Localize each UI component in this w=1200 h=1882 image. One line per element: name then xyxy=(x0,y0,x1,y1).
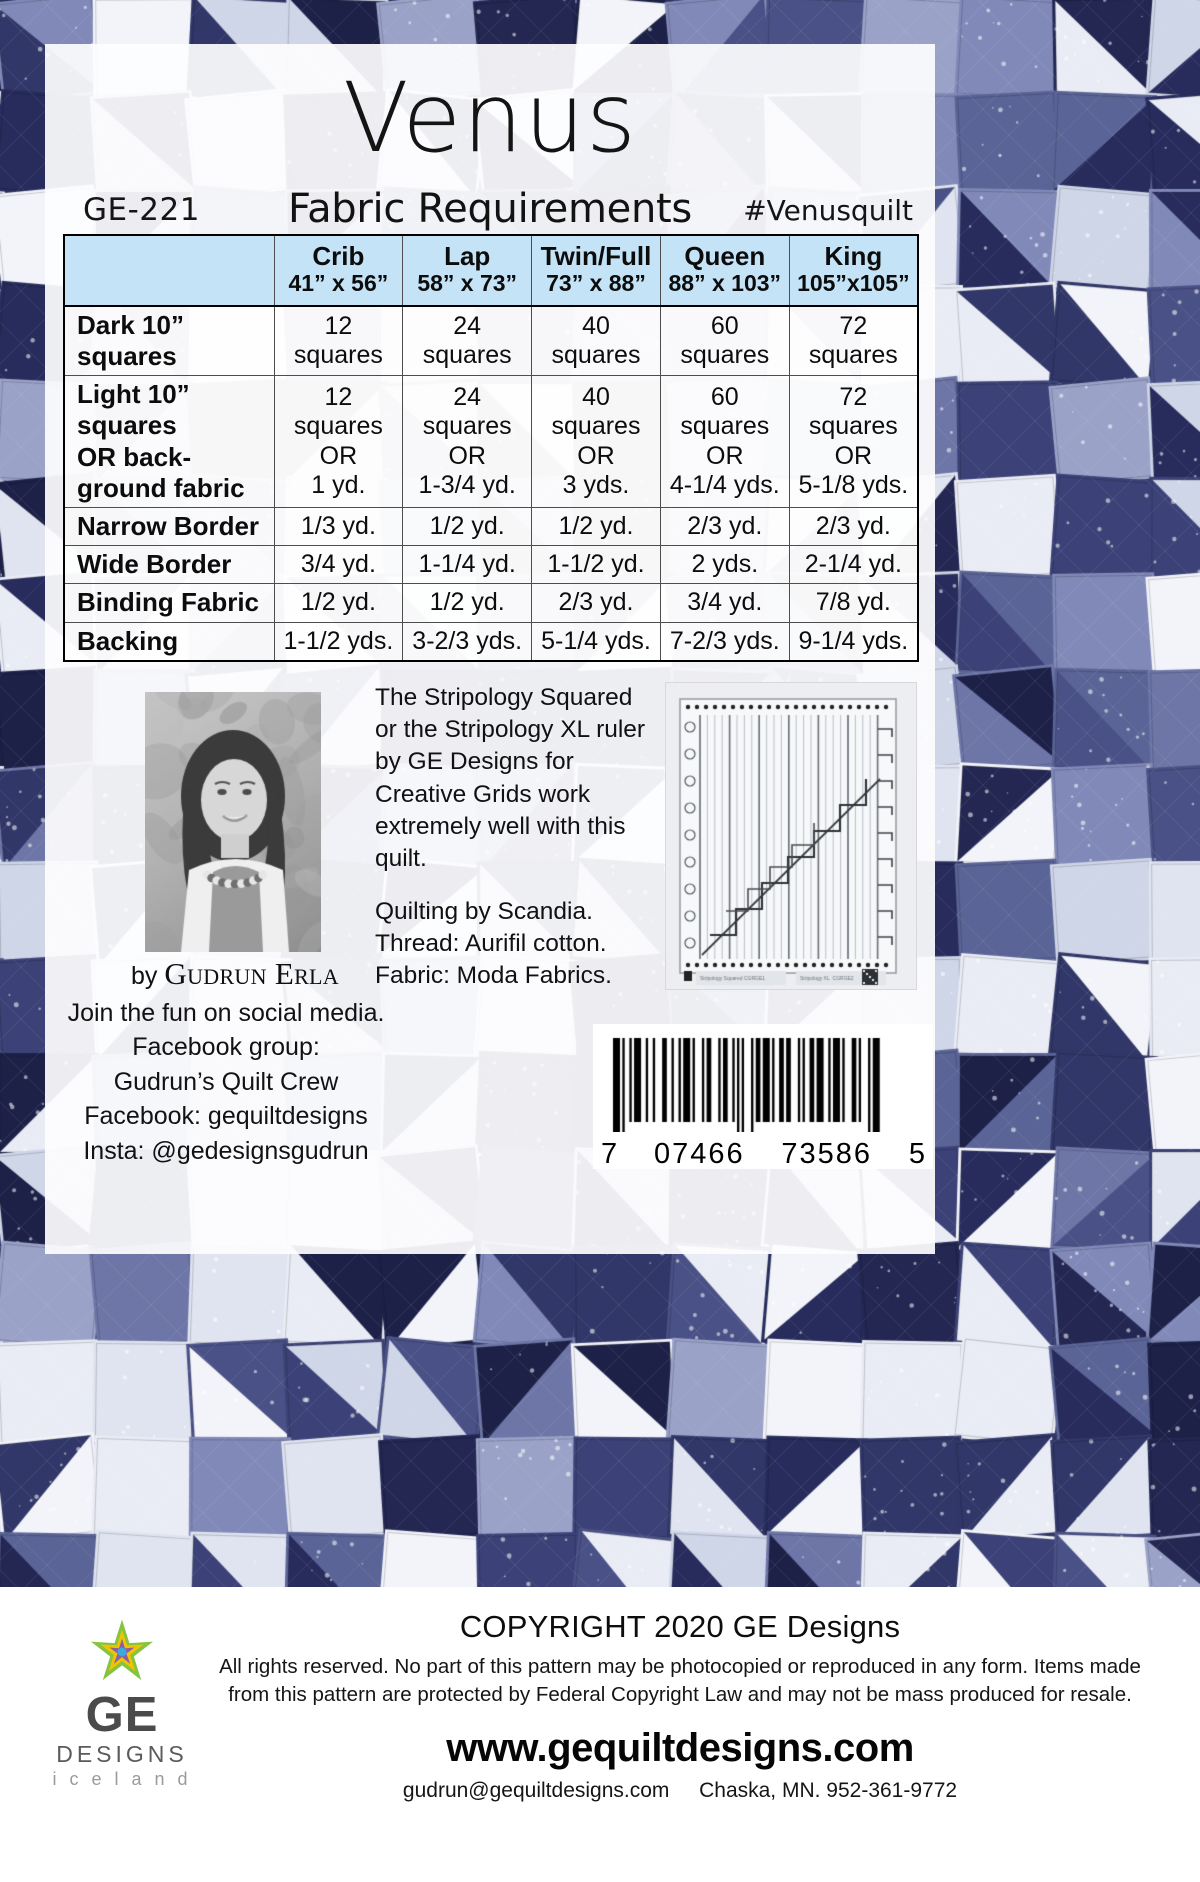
table-row: Narrow Border 1/3 yd. 1/2 yd. 1/2 yd. 2/3 yd… xyxy=(64,507,918,545)
website-url[interactable]: www.gequiltdesigns.com xyxy=(180,1726,1180,1771)
table-cell: 5-1/4 yds. xyxy=(532,622,661,661)
social-media-block: Join the fun on social media. Facebook g… xyxy=(61,996,391,1169)
contact-line: gudrun@gequiltdesigns.com Chaska, MN. 95… xyxy=(180,1779,1180,1803)
table-cell: 1-1/2 yds. xyxy=(274,622,403,661)
note-paragraph-2: Quilting by Scandia. Thread: Aurifil cott… xyxy=(375,896,660,993)
row-header: Wide Border xyxy=(64,546,274,584)
row-header: Binding Fabric xyxy=(64,584,274,622)
table-cell: 7-2/3 yds. xyxy=(660,622,789,661)
barcode-group-2: 73586 xyxy=(781,1138,872,1171)
column-header-crib: Crib 41” x 56” xyxy=(274,235,403,306)
copyright-block: COPYRIGHT 2020 GE Designs All rights res… xyxy=(180,1609,1180,1803)
ruler-note: The Stripology Squared or the Stripology… xyxy=(375,682,660,993)
copyright-notice: COPYRIGHT 2020 GE Designs xyxy=(180,1609,1180,1645)
table-cell: 40 squares OR 3 yds. xyxy=(532,376,661,508)
byline-by: by xyxy=(131,962,157,990)
barcode-bars xyxy=(599,1032,927,1132)
table-cell: 12 squares xyxy=(274,306,403,376)
footer: GE DESIGNS i c e l a n d COPYRIGHT 2020 … xyxy=(0,1587,1200,1882)
table-cell: 2/3 yd. xyxy=(789,507,918,545)
table-cell: 2 yds. xyxy=(660,546,789,584)
fabric-requirements-table: Crib 41” x 56” Lap 58” x 73” Twin/Full 73” x … xyxy=(63,234,919,662)
column-header-lap: Lap 58” x 73” xyxy=(403,235,532,306)
byline: by Gudrun Erla xyxy=(85,956,385,992)
location-phone: Chaska, MN. 952-361-9772 xyxy=(699,1779,957,1802)
table-cell: 12 squares OR 1 yd. xyxy=(274,376,403,508)
table-cell: 7/8 yd. xyxy=(789,584,918,622)
table-cell: 9-1/4 yds. xyxy=(789,622,918,661)
barcode: 7 07466 73586 5 xyxy=(593,1024,933,1169)
table-cell: 72 squares xyxy=(789,306,918,376)
table-cell: 1/3 yd. xyxy=(274,507,403,545)
table-header: Crib 41” x 56” Lap 58” x 73” Twin/Full 73” x … xyxy=(64,235,918,306)
rights-line-1: All rights reserved. No part of this pat… xyxy=(180,1653,1180,1681)
hashtag-label: #Venusquilt xyxy=(743,194,913,227)
facebook-group-label: Facebook group: xyxy=(61,1030,391,1065)
table-cell: 1/2 yd. xyxy=(403,584,532,622)
table-cell: 40 squares xyxy=(532,306,661,376)
table-row: Light 10” squares OR back-ground fabric 12 s… xyxy=(64,376,918,508)
barcode-group-1: 07466 xyxy=(654,1138,745,1171)
table-row: Binding Fabric 1/2 yd. 1/2 yd. 2/3 yd. 3/4 y… xyxy=(64,584,918,622)
table-row: Wide Border 3/4 yd. 1-1/4 yd. 1-1/2 yd. 2 yd… xyxy=(64,546,918,584)
table-cell: 3/4 yd. xyxy=(660,584,789,622)
table-body: Dark 10” squares 12 squares 24 squares 40 squar… xyxy=(64,306,918,661)
rights-reserved-text: All rights reserved. No part of this pat… xyxy=(180,1653,1180,1710)
pattern-back-card: Venus GE-221 Fabric Requirements #Venusq… xyxy=(45,44,935,1254)
email-address[interactable]: gudrun@gequiltdesigns.com xyxy=(403,1779,669,1802)
table-row: Dark 10” squares 12 squares 24 squares 40 squar… xyxy=(64,306,918,376)
star-logo-icon xyxy=(85,1615,159,1689)
social-intro: Join the fun on social media. xyxy=(61,996,391,1031)
barcode-digits: 7 07466 73586 5 xyxy=(599,1138,927,1171)
table-cell: 1/2 yd. xyxy=(403,507,532,545)
column-header-king: King 105”x105” xyxy=(789,235,918,306)
table-cell: 1-1/4 yd. xyxy=(403,546,532,584)
facebook-handle: Facebook: gequiltdesigns xyxy=(61,1099,391,1134)
lower-content: by Gudrun Erla Join the fun on social me… xyxy=(45,674,935,1194)
table-cell: 60 squares OR 4-1/4 yds. xyxy=(660,376,789,508)
table-cell: 3-2/3 yds. xyxy=(403,622,532,661)
row-header: Dark 10” squares xyxy=(64,306,274,376)
table-cell: 2/3 yd. xyxy=(660,507,789,545)
table-cell: 1/2 yd. xyxy=(532,507,661,545)
table-cell: 60 squares xyxy=(660,306,789,376)
page-title: Venus xyxy=(45,70,935,166)
author-name: Gudrun Erla xyxy=(164,956,339,991)
table-corner-cell xyxy=(64,235,274,306)
table-cell: 24 squares xyxy=(403,306,532,376)
header-area: Venus GE-221 Fabric Requirements #Venusq… xyxy=(45,44,935,234)
table-row: Backing 1-1/2 yds. 3-2/3 yds. 5-1/4 yds. 7-2… xyxy=(64,622,918,661)
table-cell: 72 squares OR 5-1/8 yds. xyxy=(789,376,918,508)
table-cell: 1/2 yd. xyxy=(274,584,403,622)
author-photo xyxy=(145,692,321,952)
subtitle-row: GE-221 Fabric Requirements #Venusquilt xyxy=(45,186,935,234)
row-header: Backing xyxy=(64,622,274,661)
rights-line-2: from this pattern are protected by Feder… xyxy=(180,1681,1180,1709)
table-cell: 2-1/4 yd. xyxy=(789,546,918,584)
instagram-handle: Insta: @gedesignsgudrun xyxy=(61,1134,391,1169)
table-cell: 3/4 yd. xyxy=(274,546,403,584)
row-header: Light 10” squares OR back-ground fabric xyxy=(64,376,274,508)
column-header-queen: Queen 88” x 103” xyxy=(660,235,789,306)
row-header: Narrow Border xyxy=(64,507,274,545)
facebook-group-name: Gudrun’s Quilt Crew xyxy=(61,1065,391,1100)
table-cell: 1-1/2 yd. xyxy=(532,546,661,584)
column-header-twin-full: Twin/Full 73” x 88” xyxy=(532,235,661,306)
table-header-row: Crib 41” x 56” Lap 58” x 73” Twin/Full 73” x … xyxy=(64,235,918,306)
table-cell: 2/3 yd. xyxy=(532,584,661,622)
barcode-right-digit: 5 xyxy=(909,1138,925,1171)
barcode-left-digit: 7 xyxy=(601,1138,617,1171)
table-cell: 24 squares OR 1-3/4 yd. xyxy=(403,376,532,508)
note-paragraph-1: The Stripology Squared or the Stripology… xyxy=(375,682,660,876)
stripology-ruler-image xyxy=(665,682,917,990)
